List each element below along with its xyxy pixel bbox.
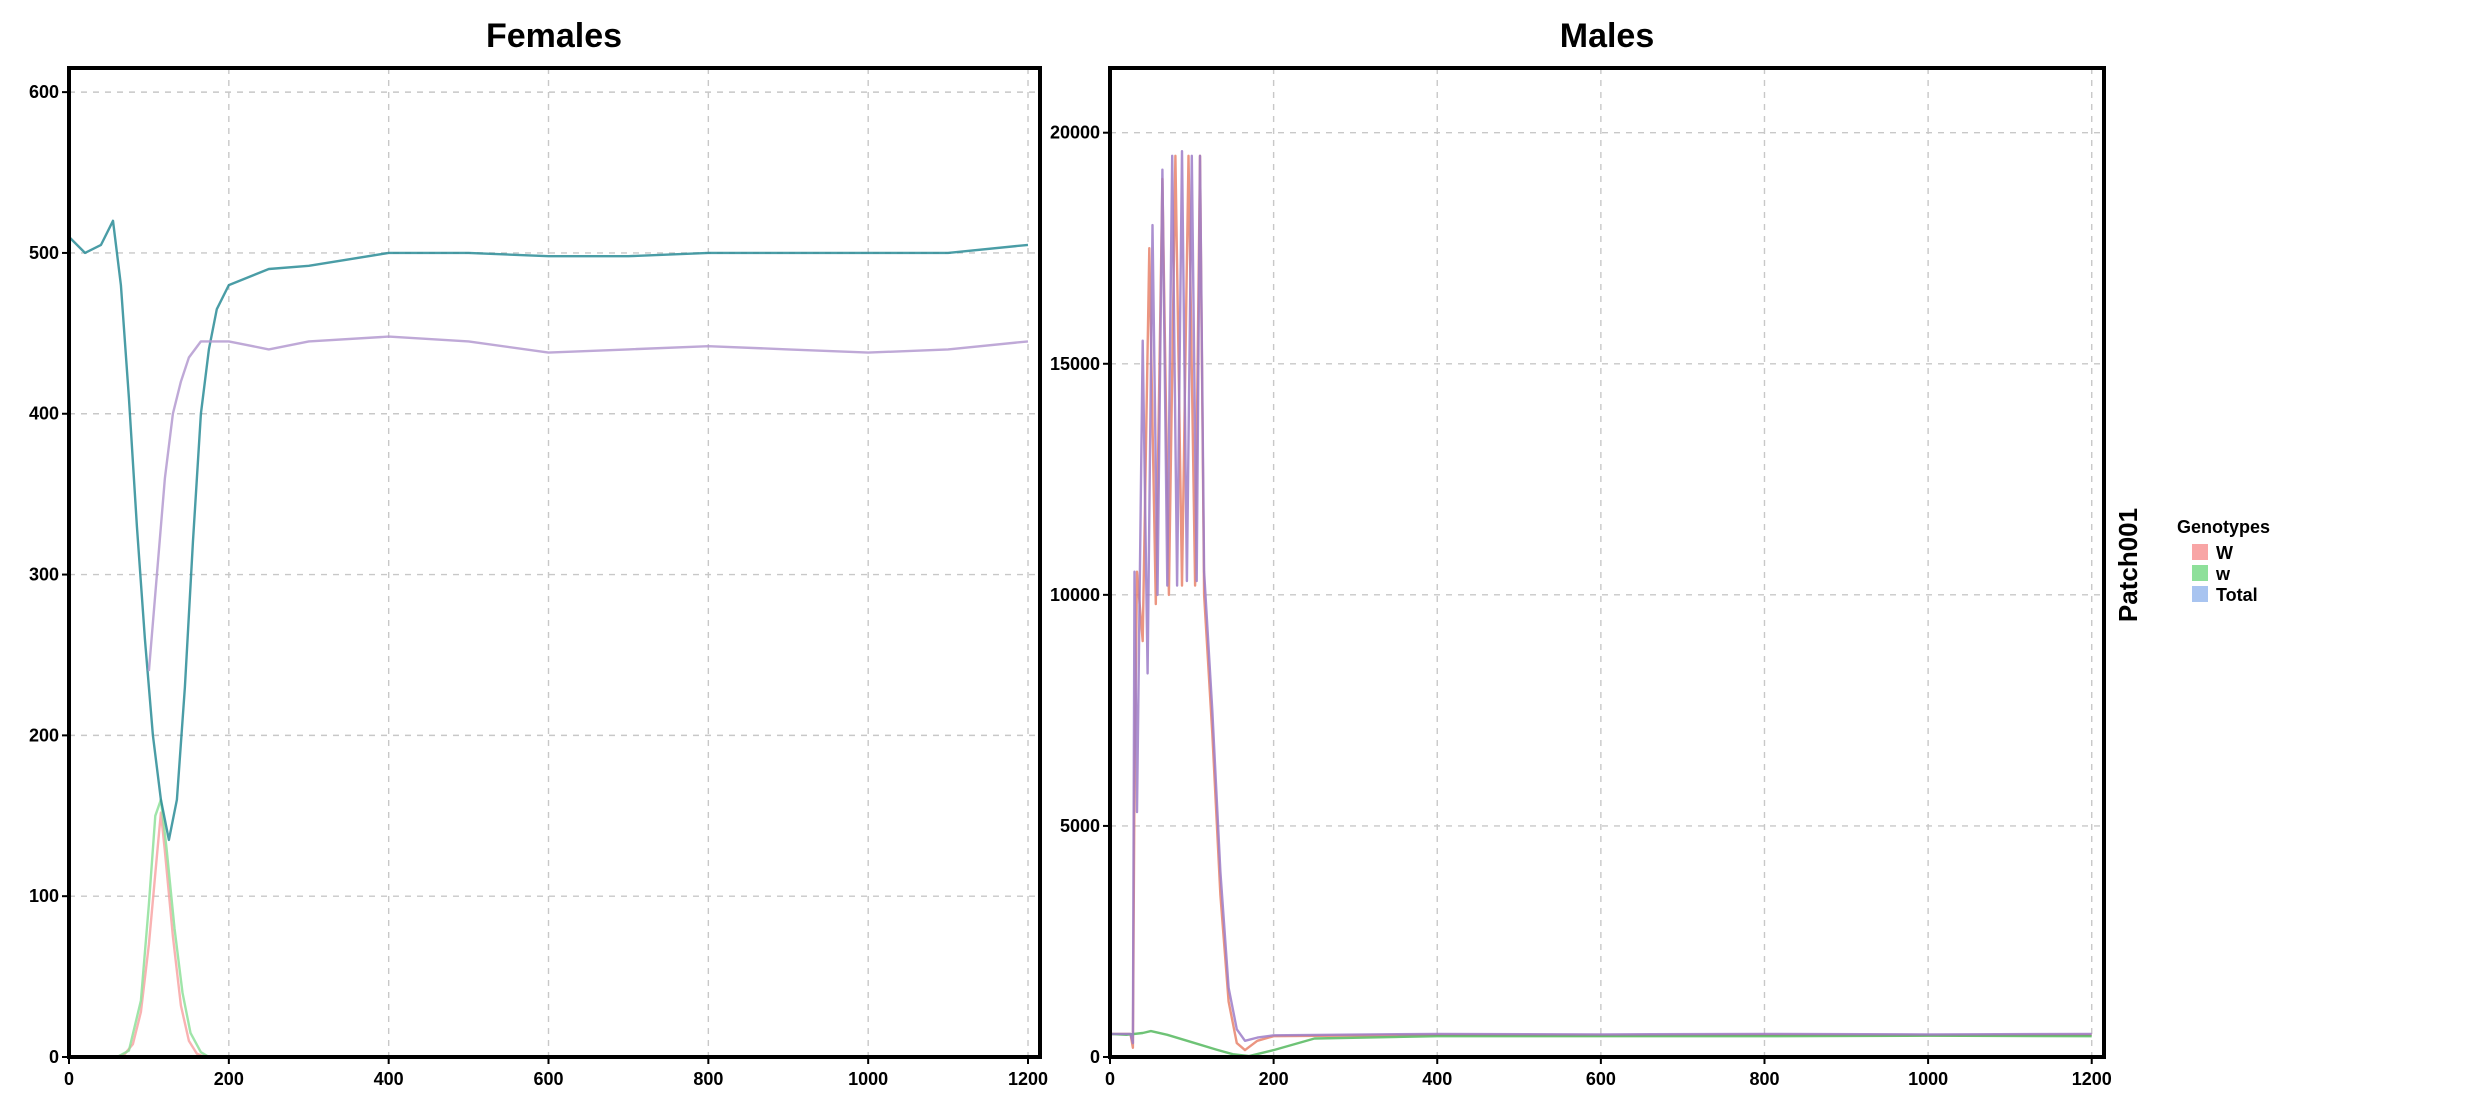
females-x-tick-label-800: 800 (693, 1069, 723, 1089)
females-y-tick-label-100: 100 (29, 886, 59, 906)
males-gridlines (1110, 68, 2104, 1057)
males-y-tick-label-15000: 15000 (1050, 354, 1100, 374)
legend-swatch-total (2192, 586, 2208, 602)
legend-label-w-lower: w (2215, 564, 2231, 584)
females-y-tick-label-600: 600 (29, 82, 59, 102)
males-plot-frame (1108, 66, 2106, 1059)
males-y-tick-label-10000: 10000 (1050, 585, 1100, 605)
females-panel-title: Females (486, 17, 622, 55)
legend-title: Genotypes (2177, 517, 2270, 537)
legend: Genotypes W w Total (2177, 517, 2270, 605)
females-y-tick-label-200: 200 (29, 725, 59, 745)
females-panel: Females 0 200 400 600 800 1000 1200 0 100 200 300… (29, 17, 1048, 1089)
females-y-tick-label-0: 0 (49, 1047, 59, 1067)
females-x-ticks: 0 200 400 600 800 1000 1200 (64, 1057, 1048, 1089)
legend-label-total: Total (2216, 585, 2258, 605)
legend-label-w-upper: W (2216, 543, 2233, 563)
males-y-tick-label-20000: 20000 (1050, 123, 1100, 143)
legend-swatch-w-upper (2192, 544, 2208, 560)
females-series-total-2 (68, 219, 1029, 842)
females-x-tick-label-400: 400 (374, 1069, 404, 1089)
strip-label: Patch001 (2113, 508, 2143, 622)
females-y-ticks: 0 100 200 300 400 500 600 (29, 82, 69, 1067)
females-series-w-1 (116, 798, 210, 1059)
males-y-tick-label-5000: 5000 (1060, 816, 1100, 836)
males-x-tick-label-1000: 1000 (1908, 1069, 1948, 1089)
females-x-tick-label-200: 200 (214, 1069, 244, 1089)
legend-swatch-w-lower (2192, 565, 2208, 581)
males-series-total-2 (1110, 150, 2092, 1045)
males-x-tick-label-600: 600 (1586, 1069, 1616, 1089)
females-x-tick-label-600: 600 (533, 1069, 563, 1089)
males-x-tick-label-400: 400 (1422, 1069, 1452, 1089)
females-y-tick-label-500: 500 (29, 243, 59, 263)
females-series-w-0 (116, 811, 206, 1059)
females-x-tick-label-1000: 1000 (848, 1069, 888, 1089)
males-panel-title: Males (1560, 17, 1655, 55)
males-y-ticks: 0 5000 10000 15000 20000 (1050, 123, 1110, 1067)
females-gridlines (69, 68, 1040, 1057)
males-x-tick-label-1200: 1200 (2072, 1069, 2112, 1089)
males-x-tick-label-800: 800 (1749, 1069, 1779, 1089)
females-y-tick-label-400: 400 (29, 404, 59, 424)
females-series (68, 219, 1029, 1059)
males-x-ticks: 0 200 400 600 800 1000 1200 (1105, 1057, 2112, 1089)
males-x-tick-label-200: 200 (1259, 1069, 1289, 1089)
females-plot-frame (67, 66, 1042, 1059)
females-y-tick-label-300: 300 (29, 565, 59, 585)
males-panel: Males 0 200 400 600 800 1000 1200 0 5000 10000 15… (1050, 17, 2112, 1089)
males-y-tick-label-0: 0 (1090, 1047, 1100, 1067)
females-x-tick-label-1200: 1200 (1008, 1069, 1048, 1089)
females-series-total-3 (147, 335, 1029, 672)
males-x-tick-label-0: 0 (1105, 1069, 1115, 1089)
females-x-tick-label-0: 0 (64, 1069, 74, 1089)
